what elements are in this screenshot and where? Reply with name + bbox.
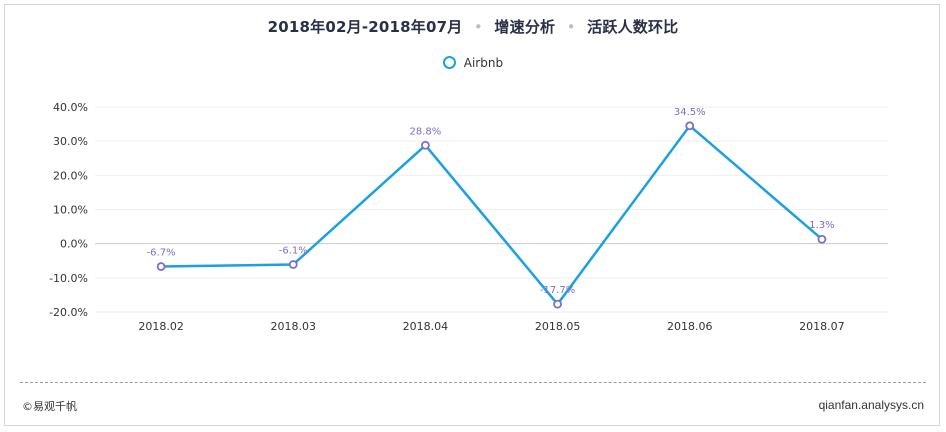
- x-tick-label: 2018.05: [535, 320, 581, 333]
- x-tick-label: 2018.04: [403, 320, 449, 333]
- x-tick-label: 2018.02: [138, 320, 184, 333]
- x-tick-label: 2018.03: [271, 320, 317, 333]
- data-label: 34.5%: [674, 107, 706, 118]
- data-point: [685, 121, 695, 131]
- y-tick-label: 0.0%: [60, 238, 88, 251]
- y-tick-label: -20.0%: [49, 306, 88, 319]
- legend-label: Airbnb: [463, 56, 504, 70]
- data-point: [421, 140, 430, 150]
- x-tick-label: 2018.06: [667, 320, 713, 333]
- data-point: [553, 299, 562, 309]
- title-separator: •: [566, 18, 576, 36]
- data-point: [817, 234, 827, 244]
- y-tick-label: 40.0%: [53, 101, 88, 114]
- data-label: -17.7%: [540, 285, 575, 296]
- source-url[interactable]: qianfan.analysys.cn: [818, 398, 924, 412]
- title-metric: 活跃人数环比: [587, 18, 679, 36]
- title-analysis: 增速分析: [494, 18, 556, 36]
- x-tick-label: 2018.07: [799, 320, 845, 333]
- legend[interactable]: Airbnb: [0, 56, 946, 70]
- legend-circle-icon: [442, 56, 456, 69]
- y-tick-label: 10.0%: [53, 204, 88, 217]
- data-label: 1.3%: [809, 220, 834, 231]
- chart-frame: [4, 4, 940, 426]
- y-tick-label: -10.0%: [49, 272, 88, 285]
- data-point: [156, 262, 166, 271]
- data-point: [288, 260, 298, 269]
- title-period: 2018年02月-2018年07月: [267, 18, 463, 36]
- data-label: -6.1%: [279, 246, 308, 257]
- copyright-text: ©易观千帆: [22, 400, 77, 413]
- title-separator: •: [473, 18, 483, 36]
- series-line-airbnb: [161, 124, 823, 306]
- footer-divider: [20, 382, 926, 383]
- y-tick-label: 30.0%: [53, 135, 88, 148]
- data-label: 28.8%: [410, 126, 442, 137]
- chart-title: 2018年02月-2018年07月 • 增速分析 • 活跃人数环比: [0, 16, 946, 37]
- y-tick-label: 20.0%: [53, 169, 88, 182]
- data-label: -6.7%: [147, 248, 176, 259]
